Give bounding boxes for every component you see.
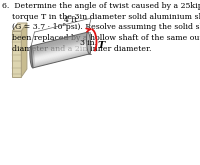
- Polygon shape: [32, 50, 89, 64]
- Polygon shape: [31, 34, 88, 48]
- Polygon shape: [32, 41, 89, 56]
- Polygon shape: [32, 46, 89, 60]
- Polygon shape: [32, 41, 88, 55]
- Polygon shape: [32, 45, 89, 60]
- Text: T: T: [98, 40, 105, 50]
- Polygon shape: [33, 53, 89, 67]
- Polygon shape: [32, 44, 89, 59]
- Polygon shape: [32, 38, 88, 52]
- Polygon shape: [32, 43, 89, 58]
- Polygon shape: [32, 44, 89, 58]
- Ellipse shape: [30, 46, 34, 68]
- Polygon shape: [31, 35, 88, 49]
- Polygon shape: [32, 48, 89, 62]
- Text: 3 in.: 3 in.: [80, 39, 97, 47]
- Polygon shape: [31, 34, 88, 49]
- Polygon shape: [31, 35, 88, 50]
- Text: 4 ft: 4 ft: [64, 16, 77, 24]
- Polygon shape: [31, 32, 88, 47]
- Polygon shape: [33, 51, 89, 65]
- Polygon shape: [33, 52, 89, 67]
- Polygon shape: [32, 47, 89, 61]
- Polygon shape: [31, 33, 88, 48]
- Polygon shape: [32, 39, 88, 53]
- Polygon shape: [32, 39, 88, 54]
- Polygon shape: [32, 40, 88, 54]
- Polygon shape: [32, 45, 89, 59]
- Polygon shape: [31, 33, 88, 47]
- Polygon shape: [33, 50, 89, 65]
- Polygon shape: [31, 36, 88, 50]
- Polygon shape: [33, 51, 89, 66]
- Polygon shape: [12, 31, 21, 77]
- Polygon shape: [32, 49, 89, 63]
- Polygon shape: [33, 52, 89, 66]
- Polygon shape: [32, 47, 89, 62]
- Polygon shape: [32, 42, 89, 57]
- Polygon shape: [32, 42, 89, 56]
- Polygon shape: [31, 36, 88, 51]
- Polygon shape: [32, 40, 88, 55]
- Ellipse shape: [86, 32, 91, 54]
- Polygon shape: [32, 46, 89, 61]
- Polygon shape: [32, 37, 88, 51]
- Polygon shape: [33, 53, 89, 68]
- Polygon shape: [32, 38, 88, 53]
- Polygon shape: [32, 49, 89, 64]
- Polygon shape: [21, 23, 27, 77]
- Text: 6.  Determine the angle of twist caused by a 25kip – in
    torque T in the 3in : 6. Determine the angle of twist caused b…: [2, 2, 200, 53]
- Polygon shape: [12, 23, 27, 31]
